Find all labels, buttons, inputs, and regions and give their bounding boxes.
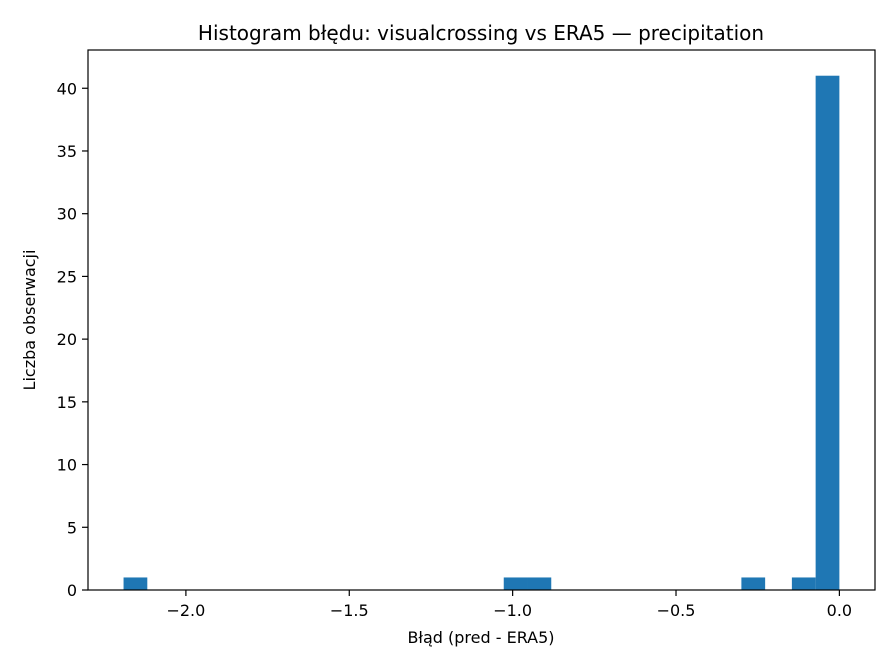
plot-frame [87,49,876,591]
histogram-bar-5 [815,75,840,590]
histogram-bar-0 [123,577,148,590]
x-tick-label: −1.5 [330,601,369,620]
y-tick-label: 30 [57,205,77,224]
y-tick-label: 20 [57,330,77,349]
y-tick-label: 25 [57,267,77,286]
y-tick-label: 15 [57,393,77,412]
bars-layer [123,75,840,590]
x-tick-label: −2.0 [166,601,205,620]
y-tick-label: 35 [57,142,77,161]
x-axis-ticks: −2.0 −1.5 −1.0 −0.5 0.0 [166,590,852,620]
y-axis-ticks: 0 5 10 15 20 25 30 35 40 [57,79,88,600]
y-axis-label: Liczba obserwacji [20,250,39,391]
y-tick-label: 10 [57,456,77,475]
histogram-bar-2 [527,577,552,590]
x-tick-label: 0.0 [827,601,852,620]
histogram-bar-4 [791,577,816,590]
y-tick-label: 0 [67,581,77,600]
histogram-bar-1 [503,577,528,590]
y-tick-label: 40 [57,79,77,98]
x-tick-label: −0.5 [657,601,696,620]
chart-title: Histogram błędu: visualcrossing vs ERA5 … [198,21,764,45]
x-axis-label: Błąd (pred - ERA5) [407,628,554,647]
y-tick-label: 5 [67,518,77,537]
histogram-bar-3 [741,577,766,590]
x-tick-label: −1.0 [493,601,532,620]
